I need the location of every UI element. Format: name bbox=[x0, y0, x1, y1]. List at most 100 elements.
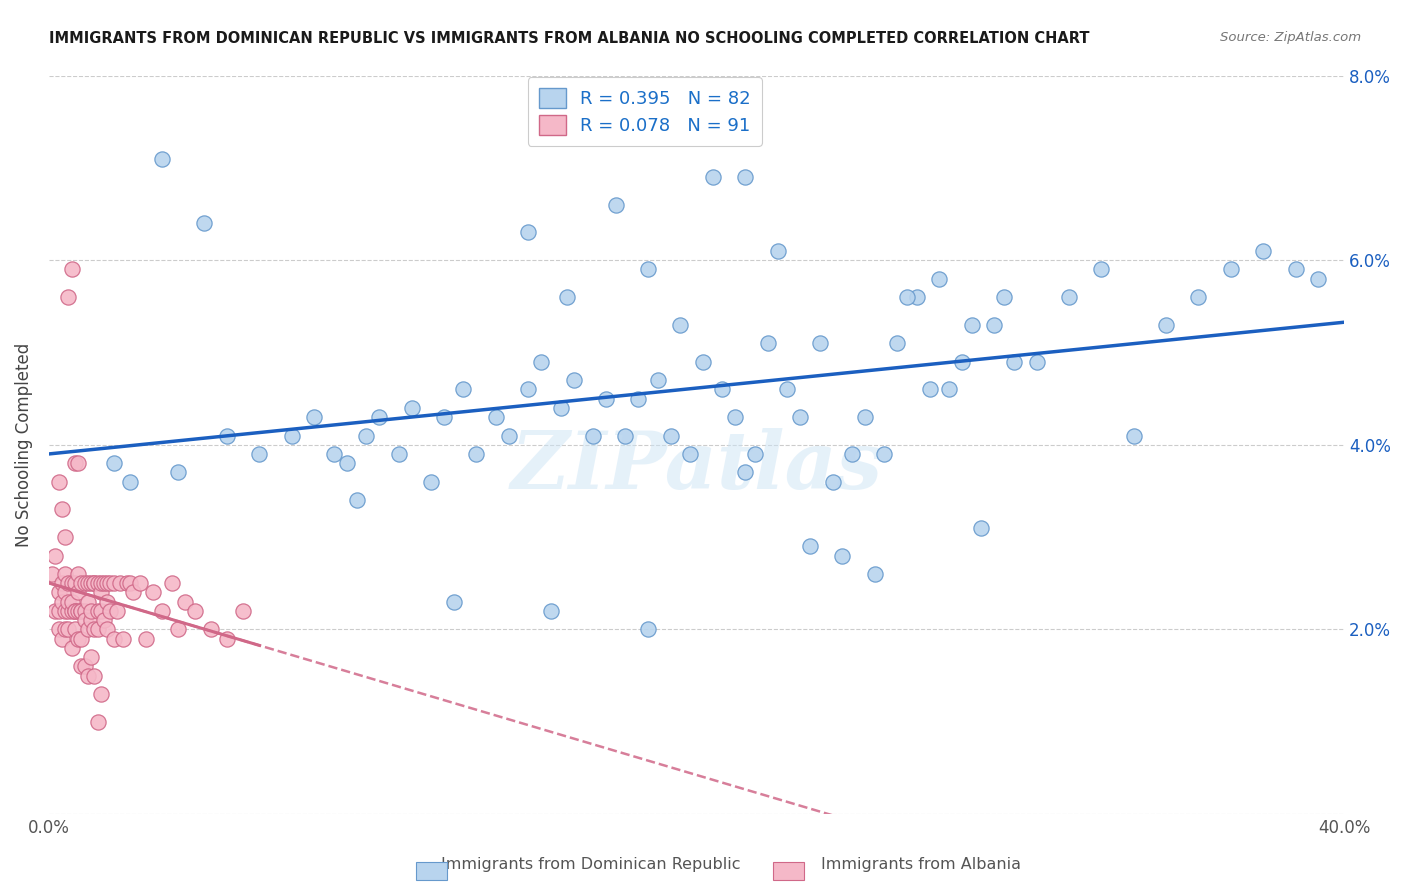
Point bbox=[322, 447, 344, 461]
Point bbox=[776, 383, 799, 397]
Point bbox=[896, 290, 918, 304]
Point bbox=[48, 604, 70, 618]
Point bbox=[215, 632, 238, 646]
Point bbox=[1057, 290, 1080, 304]
Point bbox=[96, 576, 118, 591]
Point bbox=[1219, 262, 1241, 277]
Point bbox=[63, 604, 86, 618]
Point bbox=[562, 373, 585, 387]
Point bbox=[517, 226, 540, 240]
Point bbox=[76, 576, 98, 591]
Point bbox=[886, 336, 908, 351]
Point bbox=[711, 383, 734, 397]
Point bbox=[336, 456, 359, 470]
Point bbox=[831, 549, 853, 563]
Point bbox=[100, 576, 122, 591]
Y-axis label: No Schooling Completed: No Schooling Completed bbox=[15, 343, 32, 547]
Point bbox=[48, 585, 70, 599]
Point bbox=[215, 428, 238, 442]
Point bbox=[93, 613, 115, 627]
Point bbox=[83, 576, 105, 591]
Point bbox=[53, 623, 76, 637]
Point bbox=[70, 659, 93, 673]
Point bbox=[970, 521, 993, 535]
Point bbox=[928, 271, 950, 285]
Point bbox=[605, 198, 627, 212]
Point bbox=[76, 668, 98, 682]
Text: Source: ZipAtlas.com: Source: ZipAtlas.com bbox=[1220, 31, 1361, 45]
Point bbox=[232, 604, 254, 618]
Point bbox=[193, 216, 215, 230]
Point bbox=[53, 585, 76, 599]
Point bbox=[58, 595, 80, 609]
Point bbox=[1122, 428, 1144, 442]
Point bbox=[1284, 262, 1306, 277]
Point bbox=[821, 475, 844, 489]
Point bbox=[550, 401, 572, 415]
Point bbox=[368, 410, 391, 425]
Point bbox=[60, 262, 83, 277]
Point bbox=[627, 392, 650, 406]
Point bbox=[67, 604, 90, 618]
Point bbox=[808, 336, 831, 351]
Point bbox=[1090, 262, 1112, 277]
Point bbox=[51, 595, 73, 609]
Point bbox=[67, 585, 90, 599]
Point bbox=[76, 623, 98, 637]
Point bbox=[58, 623, 80, 637]
Point bbox=[103, 576, 125, 591]
Point bbox=[86, 604, 108, 618]
Point bbox=[744, 447, 766, 461]
Point bbox=[93, 576, 115, 591]
Point bbox=[993, 290, 1015, 304]
Point bbox=[346, 493, 368, 508]
Point bbox=[766, 244, 789, 258]
Point bbox=[905, 290, 928, 304]
Point bbox=[789, 410, 811, 425]
Point bbox=[103, 632, 125, 646]
Point bbox=[135, 632, 157, 646]
Point bbox=[58, 576, 80, 591]
Point bbox=[73, 659, 96, 673]
Point bbox=[555, 290, 578, 304]
Point bbox=[122, 585, 145, 599]
Point bbox=[167, 623, 190, 637]
Point bbox=[950, 354, 973, 368]
Point bbox=[118, 576, 141, 591]
Point bbox=[53, 604, 76, 618]
Point bbox=[841, 447, 863, 461]
Point bbox=[304, 410, 326, 425]
Point bbox=[70, 604, 93, 618]
Point bbox=[142, 585, 165, 599]
Point bbox=[90, 576, 112, 591]
Point bbox=[756, 336, 779, 351]
Point bbox=[659, 428, 682, 442]
Point bbox=[73, 576, 96, 591]
Point bbox=[90, 585, 112, 599]
Point bbox=[51, 576, 73, 591]
Point bbox=[433, 410, 456, 425]
Point bbox=[112, 632, 135, 646]
Point bbox=[960, 318, 983, 332]
Point bbox=[453, 383, 475, 397]
Point bbox=[128, 576, 150, 591]
Point bbox=[249, 447, 271, 461]
Point bbox=[1154, 318, 1177, 332]
Point bbox=[183, 604, 205, 618]
Point bbox=[86, 623, 108, 637]
Point bbox=[614, 428, 637, 442]
Point bbox=[60, 595, 83, 609]
Point bbox=[115, 576, 138, 591]
Point bbox=[96, 595, 118, 609]
Point bbox=[485, 410, 508, 425]
Point bbox=[63, 456, 86, 470]
Point bbox=[167, 466, 190, 480]
Point bbox=[100, 604, 122, 618]
Point bbox=[44, 549, 66, 563]
Point bbox=[60, 576, 83, 591]
Point bbox=[281, 428, 304, 442]
Point bbox=[80, 650, 103, 665]
Point bbox=[58, 604, 80, 618]
Point bbox=[48, 623, 70, 637]
Point bbox=[86, 576, 108, 591]
